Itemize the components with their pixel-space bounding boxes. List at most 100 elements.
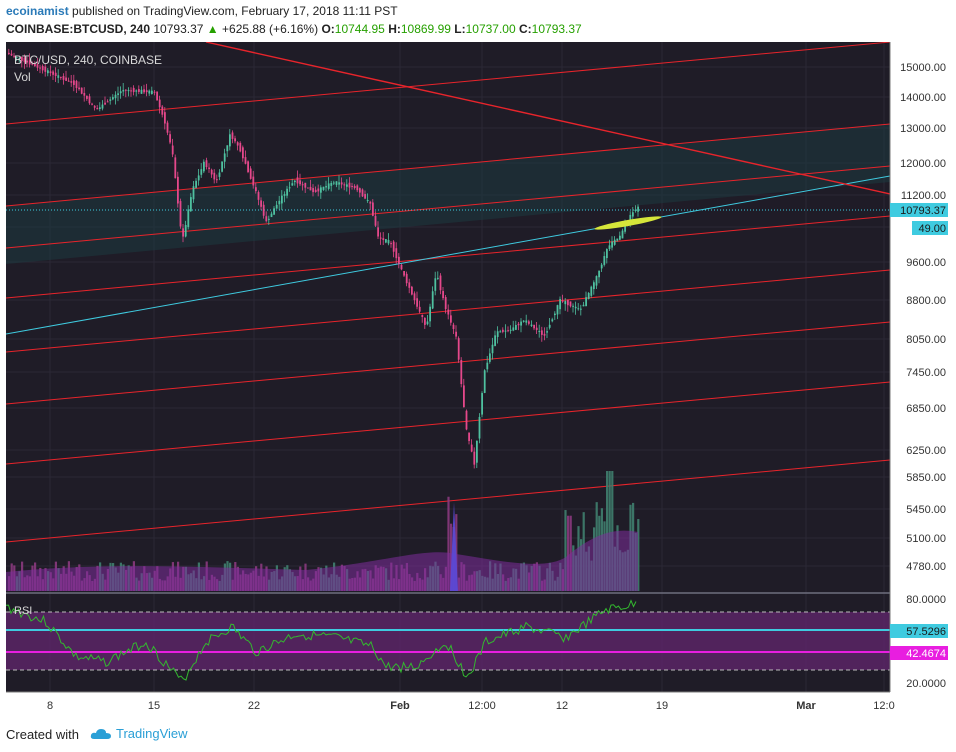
channel-line[interactable] bbox=[6, 165, 890, 249]
candle-body bbox=[273, 208, 275, 215]
price-axis-label: 9600.00 bbox=[906, 257, 946, 269]
candle-body bbox=[372, 202, 374, 216]
candle-body bbox=[634, 209, 637, 212]
candle-body bbox=[379, 237, 382, 239]
candle-body bbox=[312, 188, 314, 193]
rsi-badge-magenta bbox=[890, 646, 948, 660]
volume-ma-area bbox=[6, 530, 638, 591]
cyan-trendline[interactable] bbox=[6, 175, 890, 335]
candle-body bbox=[309, 186, 312, 191]
candle-body bbox=[434, 278, 437, 291]
candle-body bbox=[197, 175, 200, 181]
candle-body bbox=[418, 306, 421, 312]
price-axis-label: 8050.00 bbox=[906, 334, 946, 346]
candle-body bbox=[304, 182, 307, 188]
candle-body bbox=[556, 305, 559, 315]
candle-body bbox=[632, 212, 634, 217]
candle-body bbox=[229, 134, 231, 147]
candle-body bbox=[499, 331, 502, 333]
highlight-ellipse[interactable] bbox=[594, 214, 662, 232]
high-label: H: bbox=[388, 22, 401, 36]
candle-body bbox=[18, 58, 21, 60]
candle-body bbox=[239, 142, 242, 152]
channel-line[interactable] bbox=[6, 123, 890, 207]
time-axis-label: 12:00 bbox=[468, 700, 496, 712]
channel-line[interactable] bbox=[6, 215, 890, 299]
candle-body bbox=[585, 297, 587, 307]
volume-bars bbox=[6, 471, 640, 591]
rsi-line bbox=[6, 599, 637, 681]
candle-body bbox=[481, 393, 483, 415]
candle-body bbox=[398, 256, 400, 264]
tradingview-link[interactable]: TradingView bbox=[90, 726, 188, 741]
candle-body bbox=[286, 188, 288, 196]
volume-bar bbox=[564, 510, 567, 591]
candle-body bbox=[143, 89, 145, 93]
candle-body bbox=[39, 67, 41, 69]
candle-body bbox=[392, 241, 395, 252]
legend-vol: Vol bbox=[14, 70, 31, 84]
price-chart[interactable]: BTC/USD, 240, COINBASE Vol RSI 15000.001… bbox=[6, 42, 950, 716]
candle-body bbox=[346, 184, 348, 187]
candle-body bbox=[260, 200, 262, 207]
candle-body bbox=[335, 181, 338, 185]
candle-body bbox=[486, 362, 489, 370]
candle-body bbox=[403, 271, 405, 276]
candle-body bbox=[205, 160, 208, 168]
price-axis-label: 13000.00 bbox=[900, 123, 946, 135]
candle-body bbox=[164, 112, 166, 124]
header: ecoinamist published on TradingView.com,… bbox=[0, 0, 956, 42]
candle-body bbox=[231, 132, 234, 139]
time-axis-label: 12 bbox=[556, 700, 568, 712]
candle-body bbox=[171, 145, 174, 155]
candle-body bbox=[91, 103, 93, 105]
candle-body bbox=[247, 161, 249, 173]
candle-body bbox=[426, 321, 429, 325]
candle-body bbox=[294, 180, 296, 183]
volume-bar bbox=[567, 515, 570, 591]
candle-body bbox=[270, 213, 273, 218]
candle-body bbox=[624, 226, 626, 232]
candle-body bbox=[580, 308, 582, 310]
candle-body bbox=[257, 192, 260, 200]
candle-body bbox=[327, 183, 330, 189]
candle-body bbox=[535, 327, 538, 330]
open-value: 10744.95 bbox=[334, 22, 385, 36]
candle-body bbox=[590, 286, 593, 296]
candle-body bbox=[564, 301, 567, 305]
candle-body bbox=[509, 329, 512, 331]
candle-body bbox=[351, 185, 353, 187]
candle-body bbox=[249, 168, 252, 179]
price-axis-label: 6850.00 bbox=[906, 403, 946, 415]
price-axis[interactable] bbox=[890, 42, 950, 716]
candle-body bbox=[208, 167, 210, 170]
chart-area[interactable]: BTC/USD, 240, COINBASE Vol RSI 15000.00 1… bbox=[6, 42, 950, 716]
candle-body bbox=[450, 315, 452, 323]
symbol-label: COINBASE:BTCUSD, 240 bbox=[6, 22, 151, 36]
candle-body bbox=[608, 245, 611, 250]
candle-body bbox=[195, 180, 197, 188]
up-arrow-icon: ▲ bbox=[206, 22, 219, 36]
rsi-axis-20: 20.0000 bbox=[906, 678, 946, 690]
volume-bar bbox=[455, 514, 458, 591]
channel-line[interactable] bbox=[6, 42, 890, 125]
candle-body bbox=[621, 230, 624, 239]
candle-body bbox=[236, 142, 239, 146]
channel-line[interactable] bbox=[6, 321, 890, 405]
channel-line[interactable] bbox=[6, 381, 890, 465]
candle-body bbox=[216, 179, 218, 181]
candle-body bbox=[67, 80, 70, 82]
candle-body bbox=[130, 90, 132, 92]
volume-bar bbox=[608, 471, 611, 591]
red-downtrend-line[interactable] bbox=[205, 42, 890, 195]
candle-body bbox=[221, 161, 223, 172]
candle-body bbox=[21, 56, 23, 61]
candle-body bbox=[75, 80, 78, 89]
candle-body bbox=[226, 145, 229, 152]
author-link[interactable]: ecoinamist bbox=[6, 4, 69, 18]
candle-body bbox=[234, 138, 236, 142]
candle-body bbox=[613, 239, 616, 245]
time-axis[interactable] bbox=[6, 692, 950, 716]
candle-body bbox=[28, 60, 31, 65]
candle-body bbox=[447, 309, 450, 315]
